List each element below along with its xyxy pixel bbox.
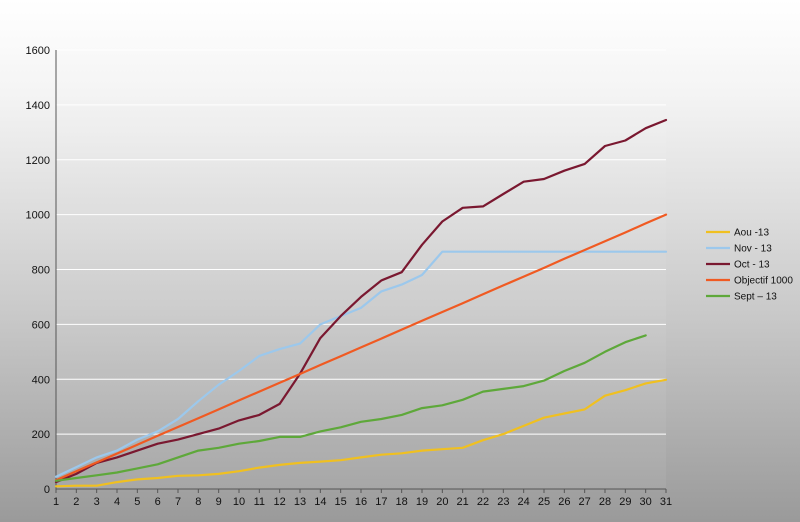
x-tick-label: 9 xyxy=(216,496,222,508)
x-tick-label: 18 xyxy=(396,496,408,508)
x-tick-label: 13 xyxy=(294,496,306,508)
x-tick-label: 2 xyxy=(73,496,79,508)
legend-label: Oct - 13 xyxy=(734,260,770,271)
legend-label: Aou -13 xyxy=(734,228,769,239)
x-tick-label: 29 xyxy=(619,496,631,508)
x-tick-label: 1 xyxy=(53,496,59,508)
y-tick-label: 400 xyxy=(32,374,50,386)
y-tick-label: 1600 xyxy=(26,45,50,57)
axes xyxy=(55,50,667,493)
x-tick-label: 23 xyxy=(497,496,509,508)
x-tick-label: 27 xyxy=(579,496,591,508)
x-tick-label: 26 xyxy=(558,496,570,508)
y-tick-label: 200 xyxy=(32,429,50,441)
gridlines xyxy=(56,49,666,435)
x-tick-label: 30 xyxy=(640,496,652,508)
legend-label: Sept – 13 xyxy=(734,292,777,303)
x-tick-label: 24 xyxy=(518,496,530,508)
series-line-2 xyxy=(54,250,668,478)
x-tick-label: 19 xyxy=(416,496,428,508)
series-line-5 xyxy=(54,334,647,482)
x-tick-label: 12 xyxy=(274,496,286,508)
y-tick-labels: 0 200 400 600 800 1000 1200 1400 1600 xyxy=(26,45,50,496)
x-tick-label: 4 xyxy=(114,496,120,508)
x-tick-label: 25 xyxy=(538,496,550,508)
series-line-1 xyxy=(54,378,668,488)
x-tick-label: 6 xyxy=(155,496,161,508)
x-tick-label: 7 xyxy=(175,496,181,508)
y-tick-label: 1400 xyxy=(26,100,50,112)
x-tick-label: 16 xyxy=(355,496,367,508)
x-tick-label: 21 xyxy=(457,496,469,508)
x-tick-label: 3 xyxy=(94,496,100,508)
series-line-3 xyxy=(54,118,668,484)
series-lines xyxy=(54,118,668,488)
x-tick-label: 5 xyxy=(134,496,140,508)
y-tick-label: 1000 xyxy=(26,210,50,222)
x-tick-label: 17 xyxy=(375,496,387,508)
x-tick-label: 20 xyxy=(436,496,448,508)
x-tick-label: 11 xyxy=(254,496,265,508)
x-tick-label: 14 xyxy=(314,496,326,508)
series-line-4 xyxy=(54,213,668,482)
y-tick-label: 800 xyxy=(32,265,50,277)
x-tick-label: 28 xyxy=(599,496,611,508)
x-tick-labels: 1 2 3 4 5 6 7 8 9 10 11 12 13 14 15 16 17 18 19 20 21 22 23 24 2… xyxy=(53,496,672,508)
legend-label: Objectif 1000 xyxy=(734,276,793,287)
legend-label: Nov - 13 xyxy=(734,244,772,255)
x-tick-label: 31 xyxy=(660,496,672,508)
x-tick-label: 8 xyxy=(195,496,201,508)
x-tick-label: 22 xyxy=(477,496,489,508)
y-tick-label: 600 xyxy=(32,319,50,331)
y-tick-label: 0 xyxy=(44,484,50,496)
x-tick-label: 10 xyxy=(233,496,245,508)
x-tick-label: 15 xyxy=(335,496,347,508)
legend: Aou -13 Nov - 13 Oct - 13 Objectif 1000 Sept… xyxy=(706,228,793,303)
y-tick-label: 1200 xyxy=(26,155,50,167)
